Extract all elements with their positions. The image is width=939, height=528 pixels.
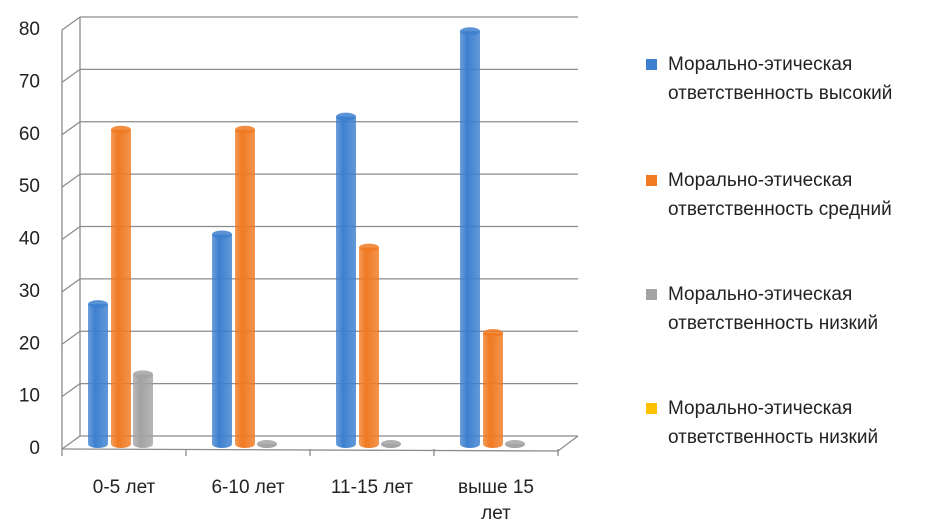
legend-swatch — [646, 403, 657, 414]
bar — [460, 31, 480, 448]
legend-label: Морально-этическая ответственность высок… — [668, 54, 893, 104]
bar — [212, 234, 232, 448]
legend-entry: Морально-этическая ответственность низки… — [646, 394, 926, 452]
bar-top — [133, 370, 153, 379]
y-tick-label: 60 — [19, 124, 40, 145]
y-tick-label: 70 — [19, 71, 40, 92]
legend-entry: Морально-этическая ответственность средн… — [646, 166, 926, 224]
bar — [483, 332, 503, 448]
bar-top — [336, 112, 356, 121]
y-tick-label: 50 — [19, 176, 40, 197]
x-tick-label: 6-10 лет — [211, 477, 285, 498]
legend-entry: Морально-этическая ответственность низки… — [646, 280, 926, 338]
y-tick-label: 20 — [19, 333, 40, 354]
legend-swatch — [646, 175, 657, 186]
bar — [336, 116, 356, 448]
y-tick-label: 10 — [19, 386, 40, 407]
x-tick-label: выше 15 лет — [458, 477, 534, 524]
grid-line-side — [61, 121, 81, 136]
bar-top — [257, 440, 277, 448]
floor-edge — [557, 435, 579, 452]
legend-entry: Морально-этическая ответственность высок… — [646, 50, 926, 108]
y-tick-label: 80 — [19, 19, 40, 40]
bar — [88, 304, 108, 448]
grid-line-side — [61, 68, 81, 83]
grid-line-side — [61, 16, 81, 31]
bar-top — [111, 125, 131, 134]
y-tick-label: 0 — [29, 438, 40, 459]
y-tick-label: 30 — [19, 281, 40, 302]
bar-top — [359, 243, 379, 252]
grid-line-side — [61, 330, 81, 345]
grid-line-side — [61, 383, 81, 398]
legend-swatch — [646, 289, 657, 300]
bar-top — [381, 440, 401, 448]
bar-top — [235, 125, 255, 134]
bar — [111, 129, 131, 448]
legend-label: Морально-этическая ответственность низки… — [668, 398, 879, 448]
grid-line-side — [61, 225, 81, 241]
y-tick-label: 40 — [19, 229, 40, 250]
x-tick-label: 11-15 лет — [330, 477, 414, 498]
grid-line-side — [61, 173, 81, 188]
x-tick-label: 0-5 лет — [92, 477, 156, 498]
legend-label: Морально-этическая ответственность средн… — [668, 170, 892, 220]
bar-top — [460, 27, 480, 36]
grid-line-side — [61, 278, 81, 293]
bar-top — [505, 440, 525, 448]
legend-label: Морально-этическая ответственность низки… — [668, 284, 879, 334]
bar-top — [483, 328, 503, 337]
bar — [359, 247, 379, 448]
bar-top — [212, 230, 232, 239]
bar — [235, 129, 255, 448]
bar-top — [88, 300, 108, 309]
grid-line-side — [61, 435, 81, 450]
legend-swatch — [646, 59, 657, 70]
bar — [133, 374, 153, 448]
